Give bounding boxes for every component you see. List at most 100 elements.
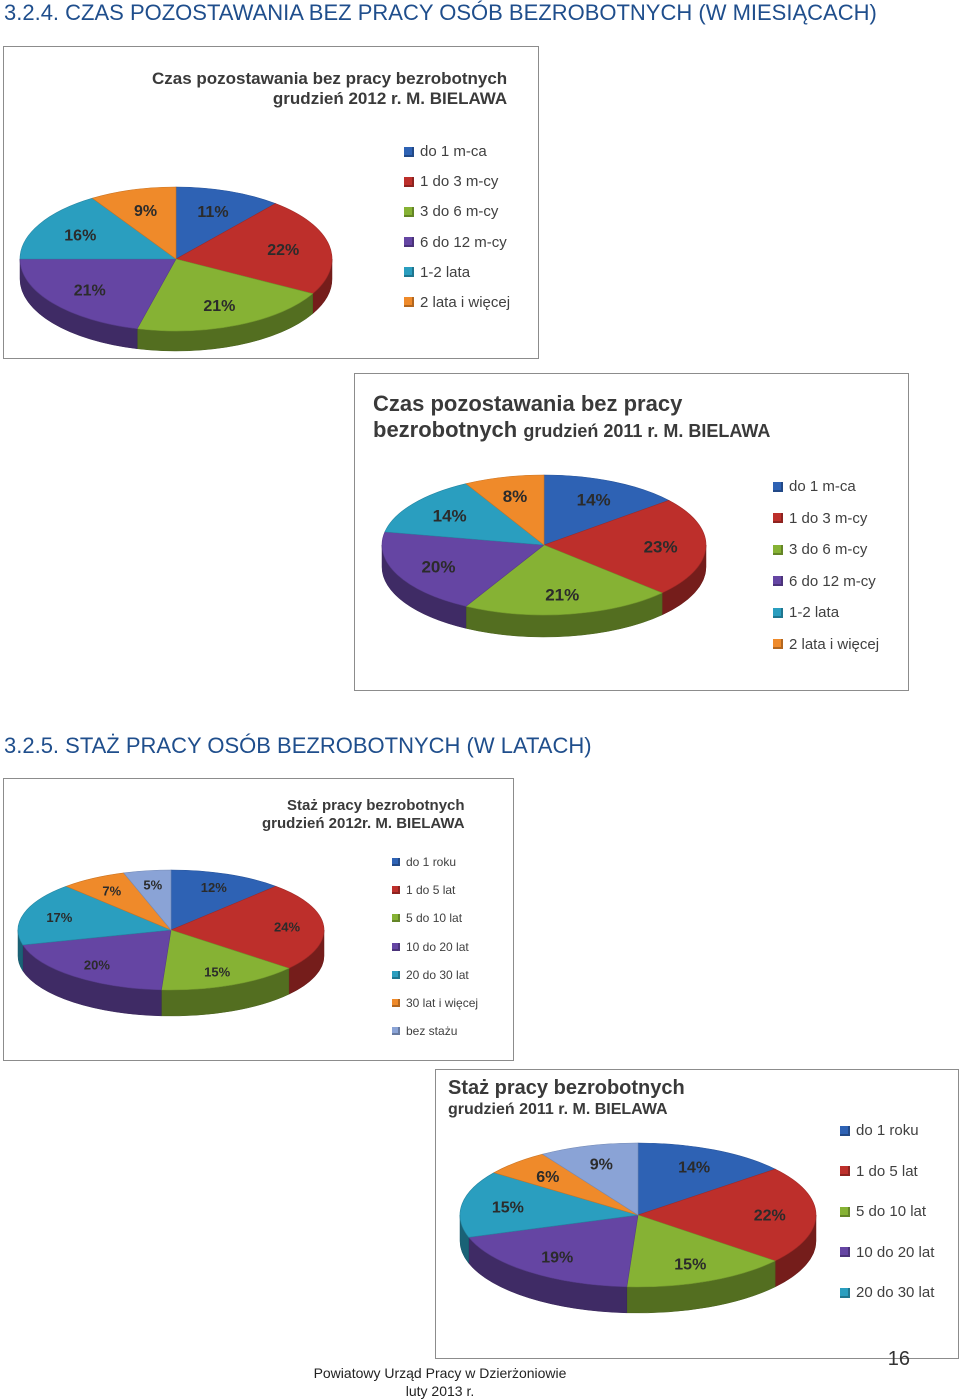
legend-swatch [773,513,783,524]
legend-label: do 1 m-ca [789,478,856,495]
data-label-10-do-20-lat: 20% [84,958,110,973]
page-footer: Powiatowy Urząd Pracy w Dzierżoniowie lu… [300,1364,580,1400]
pie-slice-10-do-20-lat [22,929,172,991]
legend-label: 30 lat i więcej [406,995,479,1010]
legend-label: do 1 roku [856,1122,919,1139]
data-label-20-do-30-lat: 15% [492,1199,524,1216]
data-label-30-lat-i-wiecej: 6% [536,1169,559,1186]
pie-chart-czas-2012: 11% 22% 21% 21% 16% 9% [19,186,333,352]
legend-label: do 1 roku [406,855,457,869]
legend-swatch [773,639,783,650]
data-label-30-lat-i-wiecej: 7% [102,883,121,898]
legend-item-3-do-6-m-cy: 3 do 6 m-cy [404,203,510,220]
data-label-6-do-12-m-cy: 21% [74,282,106,299]
pie-chart-czas-2011: 14% 23% 21% 20% 14% 8% [381,474,707,638]
legend-item-10-do-20-lat: 10 do 20 lat [392,940,478,954]
chart-legend: do 1 m-ca 1 do 3 m-cy 3 do 6 m-cy 6 do 12 m… [773,478,879,668]
data-label-6-do-12-m-cy: 20% [421,557,455,576]
legend-item-do-1-m-ca: do 1 m-ca [773,478,879,495]
legend-item-2-lata-i-wiecej: 2 lata i więcej [773,636,879,653]
pie-slice-do-1-roku [637,1142,776,1216]
legend-swatch [392,1027,400,1036]
legend-swatch [840,1206,850,1217]
legend-item-1-2-lata: 1-2 lata [404,264,510,281]
legend-swatch [773,481,783,492]
chart-czas-2011: 14% 23% 21% 20% 14% 8% Czas pozostawania bez … [354,373,909,691]
legend-swatch [392,858,400,866]
legend-item-2-lata-i-wiecej: 2 lata i więcej [404,294,510,311]
legend-item-5-do-10-lat: 5 do 10 lat [392,911,478,925]
legend-swatch [773,607,783,618]
chart-title-line2a: bezrobotnych [373,417,518,443]
legend-label: 1 do 5 lat [406,883,456,898]
data-label-1-do-5-lat: 24% [274,920,300,935]
data-label-1-do-3-m-cy: 23% [644,538,678,557]
legend-item-20-do-30-lat: 20 do 30 lat [392,968,478,982]
legend-label: 10 do 20 lat [406,939,469,954]
chart-title: Staż pracy bezrobotnych grudzień 2011 r.… [448,1076,685,1119]
legend-item-5-do-10-lat: 5 do 10 lat [840,1203,934,1220]
pie-slice-3-do-6-m-cy [465,544,663,616]
data-label-5-do-10-lat: 15% [204,964,230,979]
pie-chart-staz-2012: 12% 24% 15% 20% 17% 7% 5% [17,869,325,1017]
legend-item-do-1-roku: do 1 roku [840,1122,934,1139]
chart-title-line2b: grudzień 2011 r. M. BIELAWA [523,421,771,442]
legend-swatch [404,206,414,217]
footer-line1: Powiatowy Urząd Pracy w Dzierżoniowie [313,1365,567,1381]
legend-label: 5 do 10 lat [406,911,463,926]
legend-label: 1-2 lata [420,263,471,281]
legend-label: 6 do 12 m-cy [789,572,876,590]
legend-item-1-do-5-lat: 1 do 5 lat [840,1163,934,1180]
pie-slice-bez-stazu [123,869,172,931]
legend-label: 1-2 lata [789,604,840,622]
legend-item-bez-stazu: bez stażu [392,1024,478,1038]
legend-swatch [404,267,414,278]
legend-swatch [392,886,400,895]
pie-slice-5-do-10-lat [626,1214,776,1288]
legend-item-do-1-roku: do 1 roku [392,855,478,869]
chart-title-line1: Czas pozostawania bez pracy bezrobotnych [152,69,508,88]
chart-staz-2011: 14% 22% 15% 19% 15% 6% 9% Staż pracy bezrobotn… [435,1069,959,1359]
chart-title: Czas pozostawania bez pracy bezrobotnych… [152,69,507,110]
legend-item-6-do-12-m-cy: 6 do 12 m-cy [404,234,510,251]
legend-label: 1 do 5 lat [856,1162,918,1180]
legend-item-10-do-20-lat: 10 do 20 lat [840,1244,934,1261]
data-label-1-2-lata: 14% [433,506,467,525]
chart-title-line2: grudzień 2011 r. M. BIELAWA [448,1101,668,1118]
pie-slice-1-2-lata [19,197,177,260]
chart-legend: do 1 roku 1 do 5 lat 5 do 10 lat 10 do 20 l… [840,1122,934,1325]
data-label-3-do-6-m-cy: 21% [203,298,235,315]
data-label-5-do-10-lat: 15% [674,1256,706,1273]
legend-swatch [773,544,783,555]
data-label-2-lata-i-wiecej: 8% [503,487,528,506]
section-heading-3-2-4: 3.2.4. CZAS POZOSTAWANIA BEZ PRACY OSÓB … [4,0,877,25]
pie-slice-10-do-20-lat [468,1214,639,1288]
data-label-bez-stazu: 5% [143,878,162,893]
chart-czas-2012: 11% 22% 21% 21% 16% 9% Czas pozostawania bez … [3,46,539,359]
pie-slice-1-2-lata [384,483,545,546]
legend-swatch [840,1247,850,1258]
pie-slice-1-do-3-m-cy [543,500,707,594]
data-label-3-do-6-m-cy: 21% [545,586,579,605]
legend-label: 2 lata i więcej [789,635,880,653]
pie-side-walls [17,929,325,1017]
pie-slice-5-do-10-lat [161,929,290,991]
chart-title-line1: Czas pozostawania bez pracy [373,391,683,416]
pie-slice-do-1-roku [170,869,277,931]
legend-label: 20 do 30 lat [406,967,469,982]
legend-label: 3 do 6 m-cy [789,541,868,559]
pie-slice-do-1-m-ca [175,186,277,260]
legend-swatch [404,146,414,157]
pie-slice-1-do-3-m-cy [175,203,333,295]
chart-legend: do 1 m-ca 1 do 3 m-cy 3 do 6 m-cy 6 do 12 m… [404,143,510,324]
legend-label: bez stażu [406,1024,458,1039]
chart-staz-2012: 12% 24% 15% 20% 17% 7% 5% Staż pracy bezrobotn… [3,778,514,1061]
legend-label: 10 do 20 lat [856,1243,935,1261]
data-label-2-lata-i-wiecej: 9% [134,203,157,220]
legend-label: 1 do 3 m-cy [789,509,868,527]
chart-title-line2: grudzień 2012 r. M. BIELAWA [272,89,508,109]
data-label-do-1-roku: 12% [201,880,227,895]
legend-item-1-do-3-m-cy: 1 do 3 m-cy [773,510,879,527]
legend-item-do-1-m-ca: do 1 m-ca [404,143,510,160]
data-label-bez-stazu: 9% [590,1156,613,1173]
